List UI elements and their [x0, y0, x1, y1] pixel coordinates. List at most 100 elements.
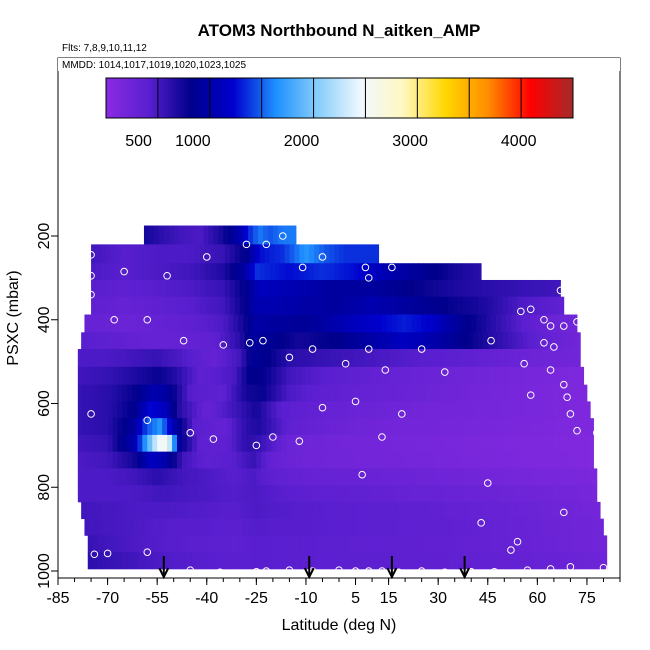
heatmap-cell	[340, 485, 347, 503]
sample-marker	[358, 470, 366, 479]
heatmap-cell	[410, 451, 416, 469]
heatmap-cell	[429, 366, 436, 386]
heatmap-cell	[177, 451, 183, 469]
heatmap-cell	[502, 332, 508, 350]
heatmap-cell	[115, 279, 122, 298]
heatmap-cell	[509, 401, 515, 419]
heatmap-cell	[502, 501, 508, 520]
heatmap-cell	[390, 366, 396, 386]
heatmap-cell	[105, 296, 112, 315]
heatmap-cell	[91, 501, 97, 520]
heatmap-cell	[177, 401, 183, 419]
heatmap-cell	[213, 518, 219, 536]
heatmap-cell	[496, 314, 502, 333]
heatmap-cell	[140, 296, 147, 315]
heatmap-cell	[140, 279, 147, 298]
heatmap-cell	[499, 349, 505, 368]
heatmap-cell	[395, 349, 401, 368]
heatmap-cell	[231, 401, 237, 419]
heatmap-cell	[458, 332, 464, 350]
heatmap-cell	[177, 485, 183, 503]
heatmap-cell	[210, 501, 216, 520]
heatmap-cell	[429, 468, 436, 486]
heatmap-cell	[236, 485, 242, 503]
heatmap-cell	[330, 418, 337, 436]
heatmap-cell	[370, 366, 376, 386]
heatmap-cell	[105, 263, 112, 281]
heatmap-cell	[276, 552, 282, 570]
heatmap-cell	[186, 468, 193, 486]
heatmap-cell	[215, 501, 221, 520]
heatmap-cell	[343, 332, 350, 350]
heatmap-cell	[152, 468, 158, 486]
heatmap-cell	[256, 552, 262, 570]
heatmap-cell	[558, 418, 565, 436]
heatmap-cell	[466, 518, 472, 536]
heatmap-cell	[81, 501, 87, 520]
heatmap-cell	[519, 401, 525, 419]
heatmap-cell	[82, 451, 89, 469]
heatmap-cell	[246, 434, 252, 453]
heatmap-cell	[499, 384, 505, 402]
heatmap-cell	[107, 366, 113, 386]
heatmap-cell	[413, 279, 419, 298]
heatmap-cell	[137, 434, 143, 453]
heatmap-cell	[157, 451, 163, 469]
heatmap-cell	[142, 384, 148, 402]
heatmap-cell	[517, 501, 523, 520]
heatmap-cell	[201, 384, 208, 402]
heatmap-cell	[424, 535, 431, 553]
heatmap-cell	[529, 384, 535, 402]
heatmap-cell	[557, 501, 563, 520]
sample-marker	[87, 251, 95, 259]
heatmap-cell	[291, 485, 297, 503]
heatmap-cell	[206, 552, 213, 570]
heatmap-cell	[205, 501, 211, 520]
heatmap-cell	[254, 501, 261, 520]
heatmap-cell	[487, 279, 494, 298]
heatmap-cell	[294, 501, 300, 520]
heatmap-cell	[266, 384, 272, 402]
heatmap-cell	[499, 535, 505, 553]
heatmap-cell	[529, 434, 535, 453]
heatmap-cell	[350, 434, 356, 453]
heatmap-cell	[514, 349, 520, 368]
heatmap-cell	[484, 451, 490, 469]
heatmap-cell	[459, 468, 466, 486]
heatmap-cell	[262, 225, 269, 245]
heatmap-cell	[110, 501, 117, 520]
heatmap-cell	[292, 225, 297, 245]
heatmap-cell	[305, 349, 312, 368]
heatmap-cell	[494, 451, 500, 469]
heatmap-cell	[130, 501, 137, 520]
heatmap-cell	[368, 279, 375, 298]
heatmap-cell	[142, 349, 148, 368]
sample-marker	[378, 433, 386, 441]
heatmap-cell	[335, 349, 342, 368]
heatmap-cell	[205, 263, 211, 281]
heatmap-cell	[172, 349, 178, 368]
heatmap-cell	[305, 434, 312, 453]
sample-marker	[546, 322, 555, 330]
heatmap-cell	[509, 451, 515, 469]
heatmap-cell	[358, 263, 365, 281]
heatmap-cell	[494, 468, 500, 486]
heatmap-cell	[548, 434, 555, 453]
heatmap-cell	[380, 552, 386, 570]
heatmap-cell	[279, 279, 285, 298]
heatmap-cell	[320, 349, 327, 368]
heatmap-cell	[365, 434, 371, 453]
heatmap-cell	[284, 244, 290, 264]
heatmap-row	[77, 468, 598, 486]
heatmap-cell	[239, 244, 246, 264]
heatmap-cell	[410, 485, 416, 503]
sample-marker	[285, 353, 294, 362]
heatmap-cell	[406, 518, 413, 536]
heatmap-cell	[102, 384, 108, 402]
heatmap-cell	[481, 314, 487, 333]
heatmap-cell	[218, 518, 224, 536]
heatmap-cell	[443, 296, 449, 315]
heatmap-cell	[87, 384, 94, 402]
heatmap-cell	[448, 332, 454, 350]
heatmap-cell	[383, 279, 389, 298]
